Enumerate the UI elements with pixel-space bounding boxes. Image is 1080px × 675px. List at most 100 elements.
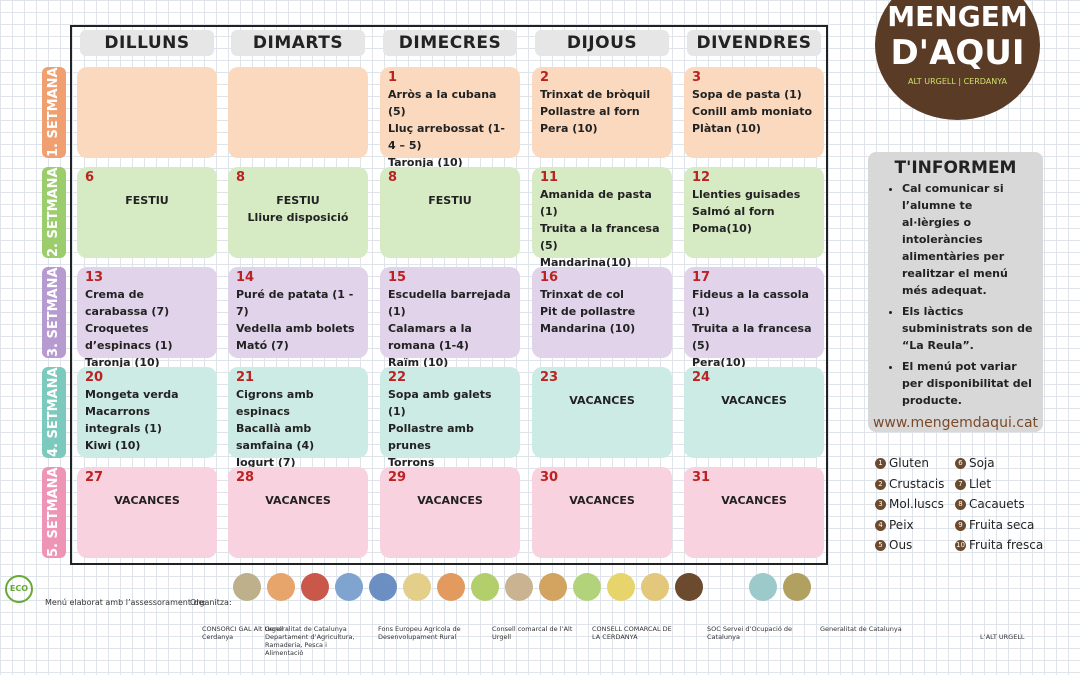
day-number: 24 bbox=[692, 370, 711, 385]
week-label: 4. SETMANA bbox=[42, 367, 66, 458]
day-number: 22 bbox=[388, 370, 407, 385]
day-header: DIMARTS bbox=[231, 30, 365, 56]
dish: Crema de carabassa (7) bbox=[85, 288, 170, 318]
note: VACANCES bbox=[721, 394, 787, 407]
day-cell: 20 Mongeta verda Macarrons integrals (1) Ki… bbox=[77, 367, 217, 458]
note: FESTIU bbox=[428, 194, 472, 207]
dish: Vedella amb bolets bbox=[236, 322, 355, 335]
day-number: 6 bbox=[85, 170, 95, 185]
allergen-number: 10 bbox=[955, 540, 966, 551]
allergen-name: Crustacis bbox=[889, 476, 945, 491]
day-cell: 28 VACANCES bbox=[228, 467, 368, 558]
sponsor-logo: CONSORCI GAL Alt Urgell · Cerdanya bbox=[202, 625, 288, 641]
allergen-icon bbox=[749, 573, 777, 601]
day-number: 23 bbox=[540, 370, 559, 385]
allergen-number: 9 bbox=[955, 519, 966, 531]
allergen-number: 5 bbox=[875, 540, 886, 551]
day-cell: 17 Fideus a la cassola (1) Truita a la fra… bbox=[684, 267, 824, 369]
allergen-number: 6 bbox=[955, 458, 966, 469]
week-label: 5. SETMANA bbox=[42, 467, 66, 558]
dish: Plàtan (10) bbox=[692, 122, 761, 135]
dish: Fideus a la cassola (1) bbox=[692, 288, 809, 318]
day-number: 2 bbox=[540, 70, 550, 85]
day-header: DIJOUS bbox=[535, 30, 669, 56]
day-cell: 30 VACANCES bbox=[532, 467, 672, 558]
allergen-name: Mol.luscs bbox=[889, 497, 944, 511]
day-number: 16 bbox=[540, 270, 559, 285]
day-cell: 27 VACANCES bbox=[77, 467, 217, 558]
note: VACANCES bbox=[114, 494, 180, 507]
allergen-icon bbox=[403, 573, 431, 601]
dish: Pollastre amb prunes bbox=[388, 422, 474, 452]
day-cell: 15 Escudella barrejada (1) Calamars a la r… bbox=[380, 267, 520, 369]
dish: Puré de patata (1 - 7) bbox=[236, 288, 354, 318]
note: Lliure disposició bbox=[247, 211, 349, 224]
allergen-icon bbox=[301, 573, 329, 601]
info-bullet: Cal comunicar si l’alumne te al·lèrgies … bbox=[902, 180, 1033, 299]
dish: Lluç arrebossat (1- 4 – 5) bbox=[388, 122, 505, 152]
day-cell: 3 Sopa de pasta (1) Conill amb moniato Plàt… bbox=[684, 67, 824, 158]
day-number: 8 bbox=[236, 170, 246, 185]
day-cell: 16 Trinxat de col Pit de pollastre Mandarin… bbox=[532, 267, 672, 358]
advice-text: Menú elaborat amb l’assessorament de: bbox=[45, 598, 207, 607]
day-number: 27 bbox=[85, 470, 104, 485]
dish: Kiwi (10) bbox=[85, 439, 141, 452]
note: VACANCES bbox=[569, 494, 635, 507]
dish: Macarrons integrals (1) bbox=[85, 405, 162, 435]
allergen-icon bbox=[267, 573, 295, 601]
day-number: 17 bbox=[692, 270, 711, 285]
note: VACANCES bbox=[721, 494, 787, 507]
day-number: 21 bbox=[236, 370, 255, 385]
allergen-number: 2 bbox=[875, 478, 886, 490]
dish: Torrons bbox=[388, 456, 435, 469]
day-cell: 22 Sopa amb galets (1) Pollastre amb prune… bbox=[380, 367, 520, 469]
day-cell: 14 Puré de patata (1 - 7) Vedella amb bole… bbox=[228, 267, 368, 358]
dish: Bacallà amb samfaina (4) bbox=[236, 422, 315, 452]
dish: Amanida de pasta (1) bbox=[540, 188, 652, 218]
day-number: 29 bbox=[388, 470, 407, 485]
day-number: 15 bbox=[388, 270, 407, 285]
allergen-icon bbox=[539, 573, 567, 601]
note: VACANCES bbox=[417, 494, 483, 507]
organizer-text: Organitza: bbox=[190, 598, 232, 607]
note: FESTIU bbox=[276, 194, 320, 207]
sponsor-logo: Generalitat de Catalunya bbox=[820, 625, 902, 633]
sponsor-logo: Fons Europeu Agrícola de Desenvolupament… bbox=[378, 625, 461, 641]
logo: MENGEM D'AQUI ALT URGELL | CERDANYA bbox=[875, 0, 1040, 120]
allergen-number: 4 bbox=[875, 519, 886, 531]
allergen-name: Cacauets bbox=[969, 497, 1025, 511]
allergen-number: 1 bbox=[875, 458, 886, 469]
dish: Pera(10) bbox=[692, 356, 746, 369]
logo-title: MENGEM bbox=[887, 0, 1028, 33]
table-frame bbox=[70, 25, 828, 565]
allergen-number: 8 bbox=[955, 499, 966, 510]
allergen-icon bbox=[783, 573, 811, 601]
allergen-icon bbox=[437, 573, 465, 601]
day-number: 12 bbox=[692, 170, 711, 185]
dish: Pit de pollastre bbox=[540, 305, 636, 318]
dish: Iogurt (7) bbox=[236, 456, 296, 469]
dish: Mandarina (10) bbox=[540, 322, 636, 335]
week-label: 1. SETMANA bbox=[42, 67, 66, 158]
sponsor-logo: SOC Servei d’Ocupació de Catalunya bbox=[707, 625, 793, 641]
day-cell bbox=[228, 67, 368, 158]
dish: Salmó al forn bbox=[692, 205, 775, 218]
day-number: 1 bbox=[388, 70, 398, 85]
dish: Croquetes d’espinacs (1) bbox=[85, 322, 173, 352]
day-cell: 12 Llenties guisades Salmó al forn Poma(10) bbox=[684, 167, 824, 258]
day-cell: 21 Cigrons amb espinacs Bacallà amb samfai… bbox=[228, 367, 368, 469]
day-cell: 2 Trinxat de bròquil Pollastre al forn Pera… bbox=[532, 67, 672, 158]
dish: Conill amb moniato bbox=[692, 105, 813, 118]
day-header: DIVENDRES bbox=[687, 30, 821, 56]
allergen-icon bbox=[369, 573, 397, 601]
sponsor-logo: L’ALT URGELL bbox=[980, 633, 1025, 641]
day-number: 3 bbox=[692, 70, 702, 85]
day-number: 20 bbox=[85, 370, 104, 385]
info-bullet: El menú pot variar per disponibilitat de… bbox=[902, 358, 1033, 409]
day-number: 13 bbox=[85, 270, 104, 285]
day-header: DILLUNS bbox=[80, 30, 214, 56]
dish: Trinxat de bròquil bbox=[540, 88, 651, 101]
allergen-icon bbox=[505, 573, 533, 601]
dish: Pera (10) bbox=[540, 122, 598, 135]
week-label: 3. SETMANA bbox=[42, 267, 66, 358]
